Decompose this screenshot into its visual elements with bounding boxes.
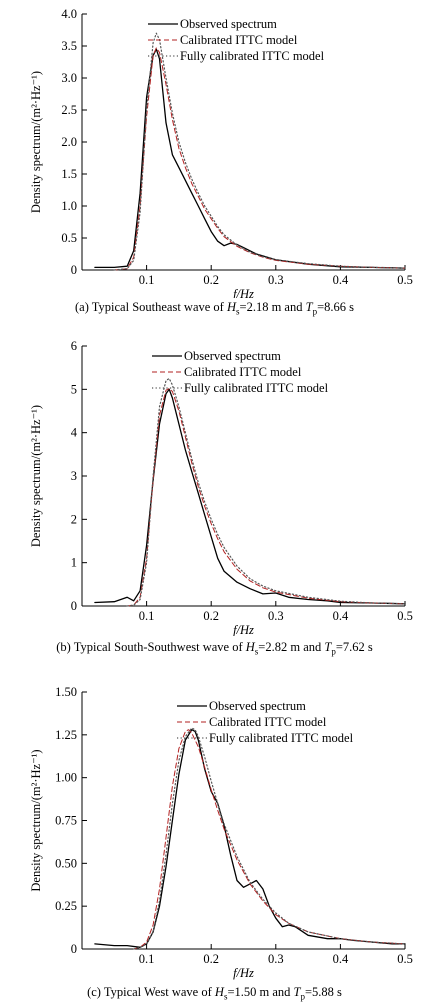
- caption-b-hs-sub: s: [254, 646, 259, 657]
- caption-c-prefix: (c) Typical West wave of: [87, 985, 215, 999]
- y-axis-label-a: Density spectrum/(m²·Hz⁻¹): [29, 71, 43, 213]
- legend-label-c-1: Observed spectrum: [209, 699, 306, 713]
- y-tick-label-a: 3.0: [61, 71, 77, 85]
- chart-c-caption: (c) Typical West wave of Hs=1.50 m and T…: [0, 985, 429, 1002]
- series-line-c-2: [133, 729, 406, 950]
- caption-b-tp-val: =7.62 s: [335, 640, 373, 654]
- series-line-c-1: [94, 729, 406, 948]
- series-line-b-1: [94, 388, 406, 605]
- caption-a-hs-val: =2.18 m and: [239, 300, 306, 314]
- caption-b-tp-sym: T: [324, 640, 332, 654]
- x-axis-label-b: f/Hz: [233, 623, 254, 636]
- caption-c-tp-sub: p: [300, 991, 305, 1002]
- y-tick-label-c: 0.75: [55, 814, 77, 828]
- caption-b-prefix: (b) Typical South-Southwest wave of: [56, 640, 246, 654]
- y-tick-label-c: 0.25: [55, 899, 77, 913]
- y-axis-label-c: Density spectrum/(m²·Hz⁻¹): [29, 749, 43, 891]
- y-tick-label-b: 3: [71, 469, 77, 483]
- chart-panel-b: 0 1 2 3 4 5 6 0.1 0.2 0.3 0.4 0.5 f/Hz Density spectr…: [0, 336, 429, 666]
- x-tick-label-b: 0.5: [397, 609, 413, 623]
- legend-label-a-1: Observed spectrum: [180, 17, 277, 31]
- series-line-a-2: [113, 47, 406, 271]
- y-tick-label-a: 2.0: [61, 135, 77, 149]
- chart-b: 0 1 2 3 4 5 6 0.1 0.2 0.3 0.4 0.5 f/Hz Density spectr…: [29, 339, 413, 636]
- caption-b-tp-sub: p: [331, 646, 336, 657]
- x-tick-label-a: 0.4: [333, 273, 349, 287]
- y-tick-label-b: 5: [71, 382, 77, 396]
- caption-a-tp-sym: T: [305, 300, 313, 314]
- series-line-a-3: [113, 32, 406, 271]
- x-tick-label-c: 0.2: [203, 952, 219, 966]
- x-tick-label-a: 0.2: [203, 273, 219, 287]
- legend-label-c-2: Calibrated ITTC model: [209, 715, 327, 729]
- caption-c-hs-sym: H: [214, 985, 224, 999]
- y-tick-label-a: 1.0: [61, 199, 77, 213]
- chart-a: 0 0.5 1.0 1.5 2.0 2.5 3.0 3.5 4.0 0.1 0.2 0.3 0.4 0.5…: [29, 7, 413, 298]
- caption-c-tp-sym: T: [293, 985, 301, 999]
- series-line-b-2: [126, 388, 406, 607]
- legend-label-a-2: Calibrated ITTC model: [180, 33, 298, 47]
- x-tick-label-c: 0.3: [268, 952, 284, 966]
- y-tick-label-c: 0: [71, 942, 77, 956]
- x-tick-label-c: 0.1: [139, 952, 155, 966]
- y-tick-label-a: 4.0: [61, 7, 77, 21]
- y-tick-label-b: 0: [71, 599, 77, 613]
- y-tick-label-b: 4: [71, 426, 78, 440]
- y-tick-label-c: 1.50: [55, 685, 77, 699]
- chart-c: 0 0.25 0.50 0.75 1.00 1.25 1.50 0.1 0.2 0.3 0.4 0.5…: [29, 685, 413, 980]
- y-tick-label-a: 2.5: [61, 103, 77, 117]
- legend-label-a-3: Fully calibrated ITTC model: [180, 49, 325, 63]
- y-tick-label-c: 1.00: [55, 771, 77, 785]
- chart-b-caption: (b) Typical South-Southwest wave of Hs=2…: [0, 640, 429, 657]
- x-tick-label-b: 0.1: [139, 609, 155, 623]
- y-tick-label-a: 0.5: [61, 231, 77, 245]
- chart-a-caption: (a) Typical Southeast wave of Hs=2.18 m …: [0, 300, 429, 317]
- caption-a-tp-sub: p: [312, 306, 318, 317]
- y-axis-label-b: Density spectrum/(m²·Hz⁻¹): [29, 405, 43, 547]
- caption-c-hs-sub: s: [223, 991, 228, 1002]
- legend-label-c-3: Fully calibrated ITTC model: [209, 731, 354, 745]
- y-tick-label-a: 0: [71, 263, 77, 277]
- caption-c-hs-val: =1.50 m and: [227, 985, 294, 999]
- x-tick-label-b: 0.3: [268, 609, 284, 623]
- x-axis-label-a: f/Hz: [233, 287, 254, 298]
- caption-a-prefix: (a) Typical Southeast wave of: [75, 300, 227, 314]
- y-tick-label-b: 1: [71, 556, 77, 570]
- x-tick-label-b: 0.2: [203, 609, 219, 623]
- chart-panel-c: 0 0.25 0.50 0.75 1.00 1.25 1.50 0.1 0.2 0.3 0.4 0.5…: [0, 680, 429, 1008]
- caption-a-hs-sym: H: [226, 300, 237, 314]
- x-tick-label-b: 0.4: [333, 609, 349, 623]
- y-tick-label-c: 0.50: [55, 856, 77, 870]
- legend-label-b-1: Observed spectrum: [184, 349, 281, 363]
- x-tick-label-c: 0.5: [397, 952, 413, 966]
- caption-a-hs-sub: s: [236, 306, 240, 317]
- y-tick-label-a: 3.5: [61, 39, 77, 53]
- x-tick-label-a: 0.1: [139, 273, 155, 287]
- x-tick-label-a: 0.3: [268, 273, 284, 287]
- caption-c-tp-val: =5.88 s: [304, 985, 342, 999]
- y-tick-label-b: 6: [71, 339, 77, 353]
- legend-label-b-2: Calibrated ITTC model: [184, 365, 302, 379]
- y-tick-label-c: 1.25: [55, 728, 77, 742]
- series-line-c-3: [133, 727, 406, 950]
- legend-label-b-3: Fully calibrated ITTC model: [184, 381, 329, 395]
- caption-a-tp-val: =8.66 s: [317, 300, 354, 314]
- x-tick-label-c: 0.4: [333, 952, 349, 966]
- caption-b-hs-val: =2.82 m and: [258, 640, 325, 654]
- x-tick-label-a: 0.5: [397, 273, 413, 287]
- series-line-a-1: [94, 48, 406, 269]
- x-axis-label-c: f/Hz: [233, 966, 254, 980]
- y-tick-label-a: 1.5: [61, 167, 77, 181]
- series-line-b-3: [126, 377, 406, 607]
- caption-b-hs-sym: H: [245, 640, 255, 654]
- chart-panel-a: 0 0.5 1.0 1.5 2.0 2.5 3.0 3.5 4.0 0.1 0.2 0.3 0.4 0.5…: [0, 0, 429, 322]
- y-tick-label-b: 2: [71, 512, 77, 526]
